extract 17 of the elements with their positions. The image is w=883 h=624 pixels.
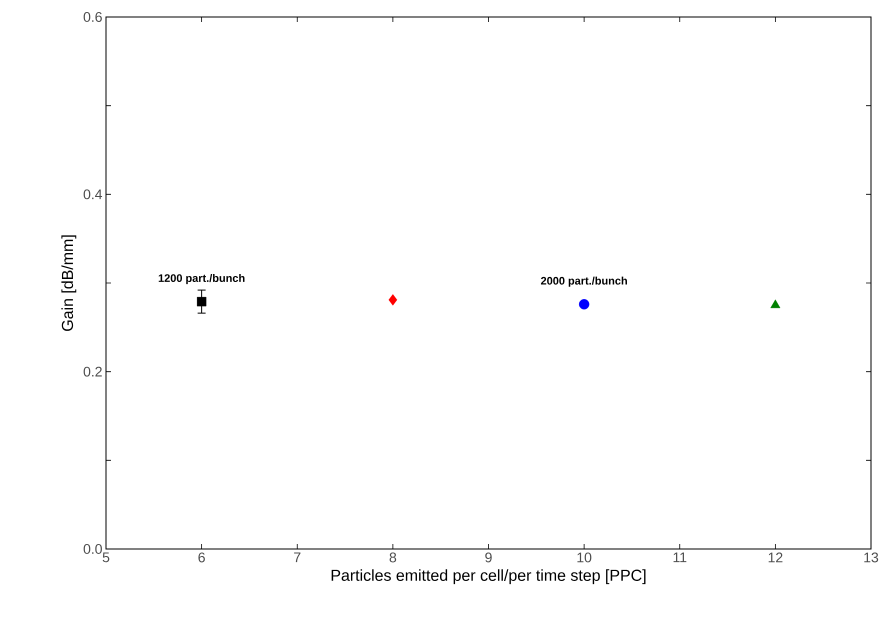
x-tick-label: 10 <box>577 552 592 562</box>
x-tick-label: 6 <box>198 552 205 562</box>
annotation: 1200 part./bunch <box>158 274 244 284</box>
x-tick-label: 5 <box>102 552 110 562</box>
x-axis-title: Particles emitted per cell/per time step [PPC] <box>332 569 646 584</box>
x-tick-label: 11 <box>674 552 686 562</box>
x-tick-label: 7 <box>294 552 300 562</box>
y-tick-label: 0.6 <box>84 12 102 22</box>
x-tick-label: 9 <box>485 552 492 562</box>
y-axis-title: Gain [dB/mm] <box>61 235 76 331</box>
x-tick-label: 13 <box>864 552 878 562</box>
x-tick-label: 12 <box>768 552 782 562</box>
y-tick-label: 0.0 <box>84 544 102 554</box>
y-tick-label: 0.4 <box>84 189 102 200</box>
x-tick-label: 8 <box>390 552 396 562</box>
y-tick-label: 0.2 <box>84 366 102 377</box>
annotation: 2000 part./bunch <box>540 276 627 287</box>
